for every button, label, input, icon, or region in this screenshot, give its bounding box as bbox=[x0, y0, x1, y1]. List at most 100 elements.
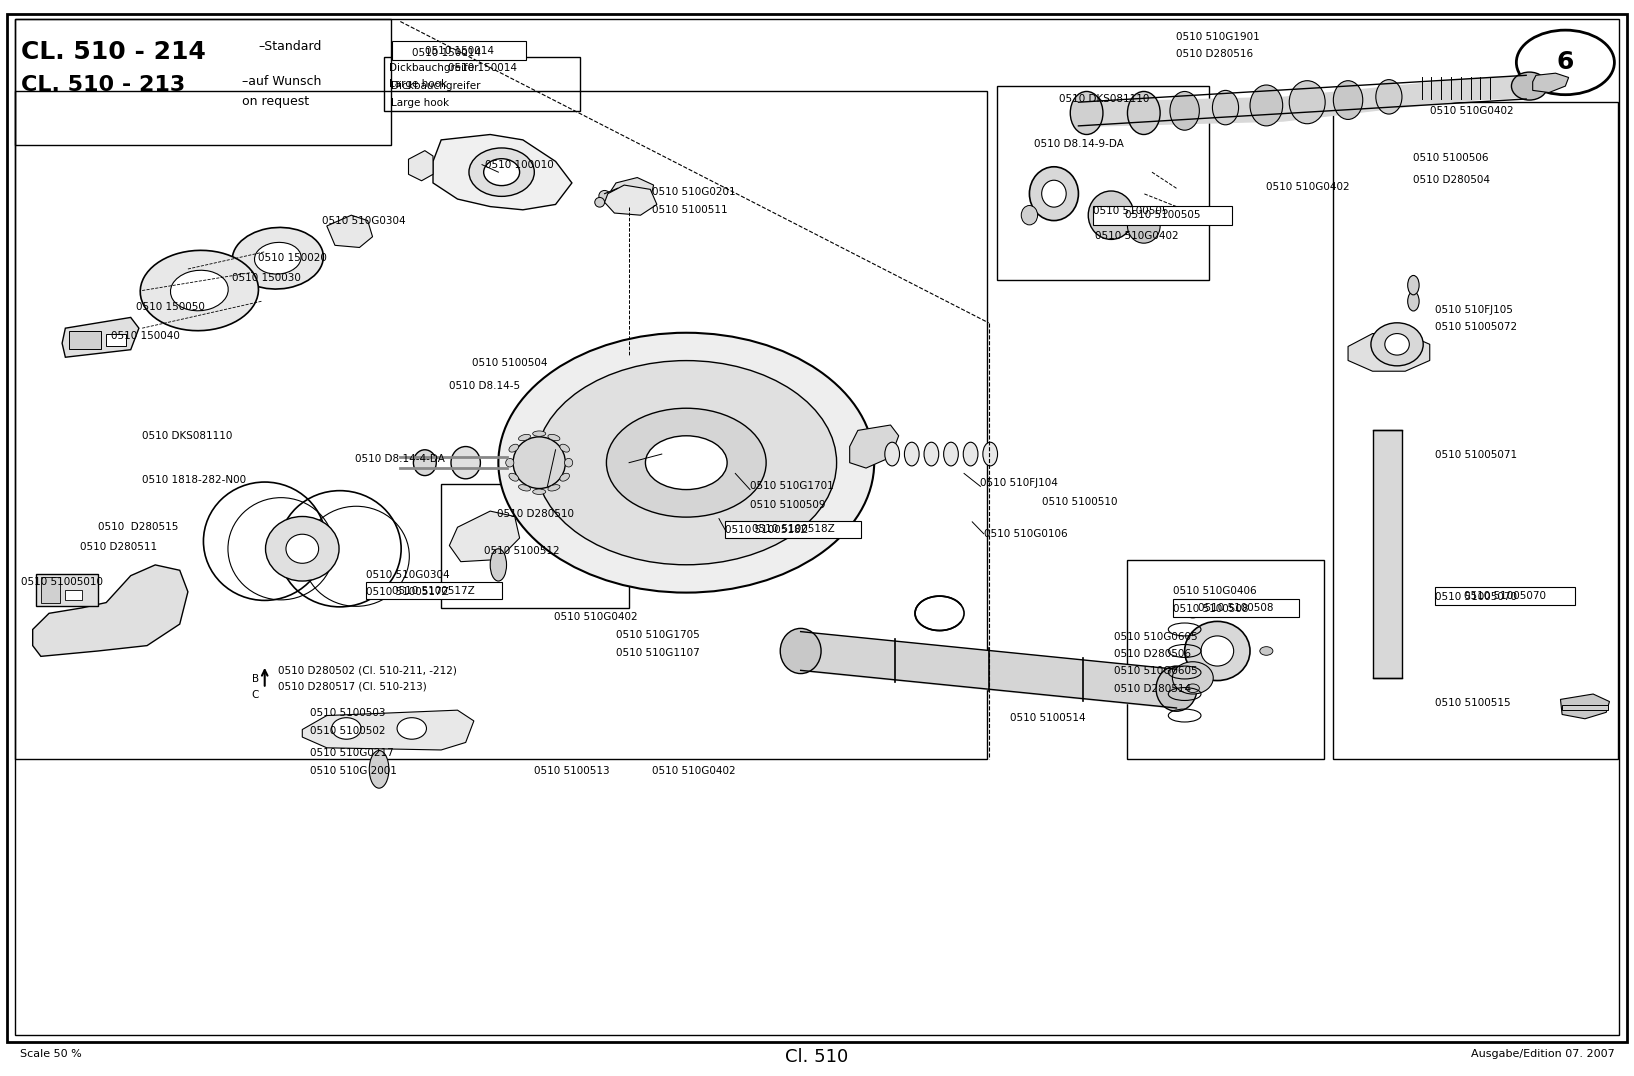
Text: 0510 5100518Z: 0510 5100518Z bbox=[725, 525, 809, 536]
Ellipse shape bbox=[490, 549, 507, 581]
Text: 0510 5100509: 0510 5100509 bbox=[750, 499, 825, 510]
Circle shape bbox=[1186, 684, 1199, 693]
Text: 0510 5100517Z: 0510 5100517Z bbox=[366, 586, 449, 597]
Ellipse shape bbox=[1070, 91, 1103, 134]
Ellipse shape bbox=[469, 148, 534, 197]
Text: 0510 D8.14-4-DA: 0510 D8.14-4-DA bbox=[355, 454, 444, 465]
Bar bbox=[1435, 587, 1575, 605]
Ellipse shape bbox=[451, 447, 480, 479]
Ellipse shape bbox=[925, 442, 938, 466]
PathPatch shape bbox=[1560, 694, 1609, 719]
Ellipse shape bbox=[964, 442, 977, 466]
Text: 0510 5100505: 0510 5100505 bbox=[1124, 210, 1201, 221]
Bar bbox=[1093, 206, 1232, 225]
PathPatch shape bbox=[302, 710, 474, 750]
Text: 0510 D280511: 0510 D280511 bbox=[80, 541, 157, 552]
Text: 0510 51005070: 0510 51005070 bbox=[1464, 591, 1546, 601]
Text: 0510 5100508: 0510 5100508 bbox=[1173, 604, 1248, 614]
Bar bbox=[1562, 705, 1608, 710]
Bar bbox=[1373, 430, 1402, 678]
Text: 0510 D8.14-5: 0510 D8.14-5 bbox=[449, 381, 521, 392]
Text: –auf Wunsch: –auf Wunsch bbox=[242, 75, 322, 88]
Bar bbox=[997, 86, 1209, 280]
Ellipse shape bbox=[547, 435, 560, 441]
Text: 0510 510G0605: 0510 510G0605 bbox=[1114, 632, 1198, 642]
Bar bbox=[69, 331, 101, 349]
Text: 0510 510G0402: 0510 510G0402 bbox=[1430, 105, 1513, 116]
Ellipse shape bbox=[1088, 192, 1134, 240]
Text: 0510 510G 2001: 0510 510G 2001 bbox=[310, 766, 397, 777]
Ellipse shape bbox=[560, 444, 570, 452]
PathPatch shape bbox=[433, 134, 572, 210]
Text: 0510 150020: 0510 150020 bbox=[258, 253, 327, 264]
Text: 0510 5100503: 0510 5100503 bbox=[310, 708, 386, 719]
Bar bbox=[15, 91, 987, 759]
Text: 0510 D280514: 0510 D280514 bbox=[1114, 683, 1191, 694]
Text: 0510 DKS081110: 0510 DKS081110 bbox=[1059, 94, 1149, 104]
Text: 0510 D280516: 0510 D280516 bbox=[1176, 48, 1253, 59]
Ellipse shape bbox=[1201, 636, 1234, 666]
Ellipse shape bbox=[1170, 91, 1199, 130]
Text: Dickbauchgreifer: Dickbauchgreifer bbox=[391, 81, 480, 90]
Ellipse shape bbox=[170, 270, 229, 311]
Bar bbox=[1333, 102, 1618, 759]
Text: 0510 51005010: 0510 51005010 bbox=[21, 577, 103, 587]
Ellipse shape bbox=[141, 251, 258, 330]
Text: 0510 510G1901: 0510 510G1901 bbox=[1176, 31, 1260, 42]
Text: 0510 5100508: 0510 5100508 bbox=[1198, 603, 1275, 613]
Text: 0510 5100510: 0510 5100510 bbox=[1042, 497, 1118, 508]
Text: 0510 510G1107: 0510 510G1107 bbox=[616, 648, 699, 659]
Text: 0510 5100517Z: 0510 5100517Z bbox=[392, 585, 475, 596]
Text: Large hook: Large hook bbox=[391, 98, 449, 108]
PathPatch shape bbox=[1533, 73, 1569, 93]
Ellipse shape bbox=[565, 458, 574, 467]
Ellipse shape bbox=[1289, 81, 1325, 124]
Ellipse shape bbox=[397, 718, 426, 739]
Ellipse shape bbox=[518, 484, 531, 491]
Text: 0510 510G0304: 0510 510G0304 bbox=[366, 569, 449, 580]
PathPatch shape bbox=[611, 178, 654, 207]
Ellipse shape bbox=[255, 242, 301, 274]
Ellipse shape bbox=[533, 430, 546, 437]
Ellipse shape bbox=[1212, 90, 1239, 125]
Ellipse shape bbox=[332, 718, 361, 739]
Text: 0510 150030: 0510 150030 bbox=[232, 272, 301, 283]
Ellipse shape bbox=[1333, 81, 1363, 119]
Ellipse shape bbox=[265, 516, 340, 581]
Ellipse shape bbox=[508, 473, 518, 481]
Text: 0510 5100502: 0510 5100502 bbox=[310, 725, 386, 736]
Ellipse shape bbox=[286, 535, 319, 564]
Text: 0510 D280517 (Cl. 510-213): 0510 D280517 (Cl. 510-213) bbox=[278, 681, 426, 692]
Text: 0510 D280506: 0510 D280506 bbox=[1114, 649, 1191, 660]
Text: Large hook: Large hook bbox=[389, 79, 448, 89]
Text: 0510 D280504: 0510 D280504 bbox=[1413, 174, 1490, 185]
Ellipse shape bbox=[560, 473, 570, 481]
Text: 0510 51005070: 0510 51005070 bbox=[1435, 592, 1516, 603]
Text: 0510 5100504: 0510 5100504 bbox=[472, 357, 547, 368]
Text: 0510 510G0402: 0510 510G0402 bbox=[1095, 230, 1178, 241]
Text: 0510 1818-282-N00: 0510 1818-282-N00 bbox=[142, 475, 247, 485]
Ellipse shape bbox=[508, 444, 518, 452]
Text: 0510 150014: 0510 150014 bbox=[425, 45, 493, 56]
Ellipse shape bbox=[944, 442, 958, 466]
Text: 0510 51005072: 0510 51005072 bbox=[1435, 322, 1516, 332]
Ellipse shape bbox=[1511, 72, 1547, 100]
Ellipse shape bbox=[1407, 292, 1418, 311]
Ellipse shape bbox=[1021, 206, 1038, 225]
Ellipse shape bbox=[232, 227, 324, 289]
Text: 0510 5100518Z: 0510 5100518Z bbox=[752, 524, 835, 535]
Bar bbox=[392, 41, 526, 60]
PathPatch shape bbox=[449, 511, 520, 562]
Text: CL. 510 - 214: CL. 510 - 214 bbox=[21, 40, 206, 63]
Ellipse shape bbox=[1376, 80, 1402, 114]
Text: 0510 51005071: 0510 51005071 bbox=[1435, 450, 1516, 461]
Text: Scale 50 %: Scale 50 % bbox=[20, 1049, 82, 1060]
Circle shape bbox=[1516, 30, 1614, 95]
Text: 0510 150040: 0510 150040 bbox=[111, 330, 180, 341]
Ellipse shape bbox=[598, 190, 611, 201]
Ellipse shape bbox=[781, 628, 820, 674]
Ellipse shape bbox=[606, 408, 766, 518]
PathPatch shape bbox=[605, 185, 657, 215]
Bar bbox=[384, 57, 580, 111]
Text: 0510 510G0402: 0510 510G0402 bbox=[1266, 182, 1350, 193]
